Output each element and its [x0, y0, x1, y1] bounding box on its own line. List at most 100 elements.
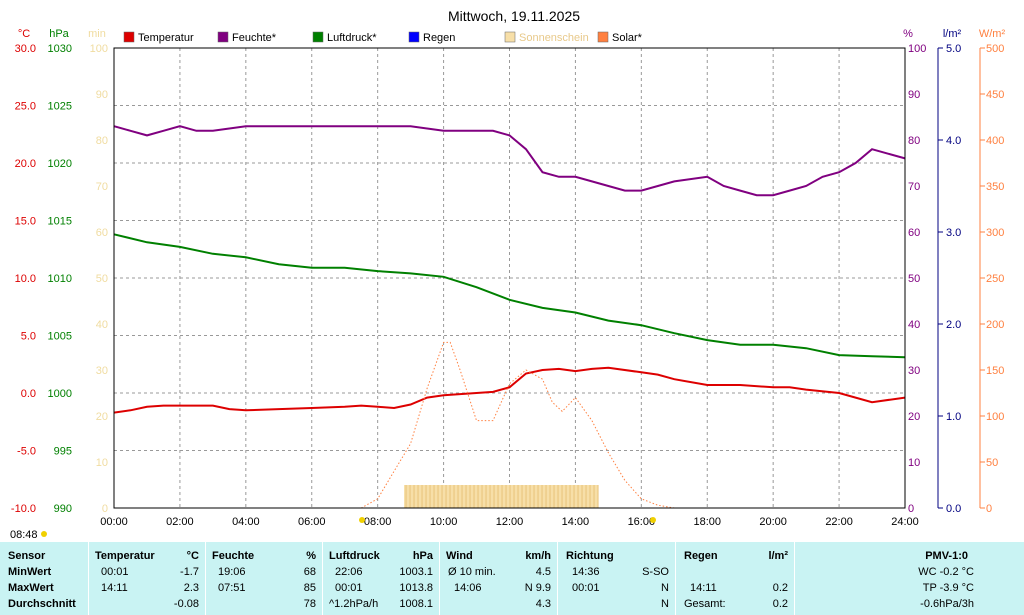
- regen-max-time: 14:11: [690, 582, 717, 594]
- solar-tick-7: 150: [986, 365, 1004, 377]
- humidity-tick-4: 60: [908, 227, 920, 239]
- solar-tick-0: 500: [986, 43, 1004, 55]
- time-tick-11: 22:00: [825, 516, 853, 528]
- rain-tick-3: 2.0: [946, 319, 961, 331]
- solar-tick-3: 350: [986, 181, 1004, 193]
- solar-axis-unit: W/m²: [979, 28, 1006, 40]
- sun-tick-8: 20: [96, 411, 108, 423]
- solar-tick-4: 300: [986, 227, 1004, 239]
- time-tick-9: 18:00: [693, 516, 721, 528]
- richtung-row2-time: 00:01: [572, 582, 600, 594]
- humidity-tick-6: 40: [908, 319, 920, 331]
- solar-tick-1: 450: [986, 89, 1004, 101]
- plot-frame: [113, 47, 906, 509]
- sun-tick-9: 10: [96, 457, 108, 469]
- sunset-marker: [650, 517, 656, 523]
- weather-chart: Mittwoch, 19.11.2025 Temperatur Feuchte* L…: [10, 8, 1006, 541]
- time-tick-1: 02:00: [166, 516, 194, 528]
- legend-swatch-4: [504, 31, 516, 43]
- feuchte-min-time: 19:06: [218, 566, 246, 578]
- rain-tick-1: 4.0: [946, 135, 961, 147]
- sun-tick-1: 90: [96, 89, 108, 101]
- wind-avg10-value: 4.5: [535, 566, 551, 578]
- rain-tick-4: 1.0: [946, 411, 961, 423]
- temperatur-max-time: 14:11: [101, 582, 128, 594]
- pmv-tp: TP -3.9 °C: [922, 582, 974, 594]
- chart-title: Mittwoch, 19.11.2025: [448, 8, 580, 24]
- temp-tick-5: 5.0: [21, 331, 36, 343]
- temp-tick-0: 30.0: [15, 43, 36, 55]
- sun-tick-5: 50: [96, 273, 108, 285]
- humidity-tick-7: 30: [908, 365, 920, 377]
- sun-tick-10: 0: [102, 503, 108, 515]
- luftdruck-max-value: 1013.8: [399, 582, 433, 594]
- legend: Temperatur Feuchte* Luftdruck* Regen Sonnens…: [123, 31, 643, 44]
- pressure-tick-2: 1020: [48, 158, 72, 170]
- legend-label-4: Sonnenschein: [519, 32, 589, 44]
- temperatur-min-value: -1.7: [180, 566, 199, 578]
- pressure-axis-unit: hPa: [49, 28, 69, 40]
- pressure-tick-0: 1030: [48, 43, 72, 55]
- temperatur-min-time: 00:01: [101, 566, 129, 578]
- rain-tick-5: 0.0: [946, 503, 961, 515]
- luftdruck-min-time: 22:06: [335, 566, 363, 578]
- time-tick-7: 14:00: [562, 516, 590, 528]
- sun-tick-6: 40: [96, 319, 108, 331]
- pressure-tick-6: 1000: [48, 388, 72, 400]
- stats-richtung-cell: Richtung 14:36 S-SO 00:01 N N: [558, 542, 675, 615]
- rain-tick-0: 5.0: [946, 43, 961, 55]
- wind-avg-value: 4.3: [535, 598, 551, 610]
- feuchte-min-value: 68: [303, 566, 316, 578]
- series-line-feuchte: [113, 125, 906, 197]
- series-line-luftdruck: [113, 233, 906, 359]
- temp-axis-unit: °C: [18, 28, 30, 40]
- humidity-tick-10: 0: [908, 503, 914, 515]
- richtung-row2-value: N: [661, 582, 669, 594]
- richtung-header: Richtung: [566, 550, 614, 562]
- pressure-tick-1: 1025: [48, 101, 72, 113]
- temperatur-unit: °C: [186, 550, 199, 562]
- legend-swatch-5: [597, 31, 609, 43]
- solar-tick-10: 0: [986, 503, 992, 515]
- pressure-tick-4: 1010: [48, 273, 72, 285]
- humidity-tick-2: 80: [908, 135, 920, 147]
- legend-label-3: Regen: [423, 32, 455, 44]
- feuchte-header: Feuchte: [212, 550, 255, 562]
- temp-tick-2: 20.0: [15, 158, 36, 170]
- temperatur-header: Temperatur: [95, 550, 155, 562]
- time-tick-10: 20:00: [759, 516, 787, 528]
- feuchte-avg-value: 78: [303, 598, 316, 610]
- richtung-avg-value: N: [661, 598, 669, 610]
- time-tick-2: 04:00: [232, 516, 260, 528]
- stats-temperatur-cell: Temperatur °C 00:01 -1.7 14:11 2.3 -0.08: [89, 542, 205, 615]
- feuchte-unit: %: [306, 550, 316, 562]
- time-tick-4: 08:00: [364, 516, 392, 528]
- time-tick-0: 00:00: [100, 516, 128, 528]
- wind-avg10-label: Ø 10 min.: [448, 566, 496, 578]
- regen-unit: l/m²: [768, 550, 788, 562]
- feuchte-max-value: 85: [303, 582, 316, 594]
- humidity-tick-1: 90: [908, 89, 920, 101]
- luftdruck-header: Luftdruck: [329, 550, 380, 562]
- time-tick-8: 16:00: [628, 516, 656, 528]
- temperatur-avg-value: -0.08: [173, 598, 199, 610]
- time-tick-6: 12:00: [496, 516, 524, 528]
- rain-axis-unit: l/m²: [943, 28, 962, 40]
- luftdruck-unit: hPa: [412, 550, 433, 562]
- grid: [114, 48, 905, 508]
- wind-unit: km/h: [525, 550, 551, 562]
- wind-max-time: 14:06: [454, 582, 482, 594]
- humidity-tick-3: 70: [908, 181, 920, 193]
- solar-tick-8: 100: [986, 411, 1004, 423]
- time-tick-3: 06:00: [298, 516, 326, 528]
- richtung-row1-time: 14:36: [572, 566, 600, 578]
- pressure-tick-3: 1015: [48, 216, 72, 228]
- stats-regen-cell: Regen l/m² 14:11 0.2 Gesamt: 0.2: [676, 542, 794, 615]
- legend-label-1: Feuchte*: [232, 32, 277, 44]
- bar-series: [404, 485, 599, 508]
- temperatur-max-value: 2.3: [183, 582, 199, 594]
- legend-swatch-1: [217, 31, 229, 43]
- line-series: [113, 125, 906, 509]
- solar-tick-2: 400: [986, 135, 1004, 147]
- stats-pmv-cell: PMV-1:0 WC -0.2 °C TP -3.9 °C -0.6hPa/3h: [795, 542, 1024, 615]
